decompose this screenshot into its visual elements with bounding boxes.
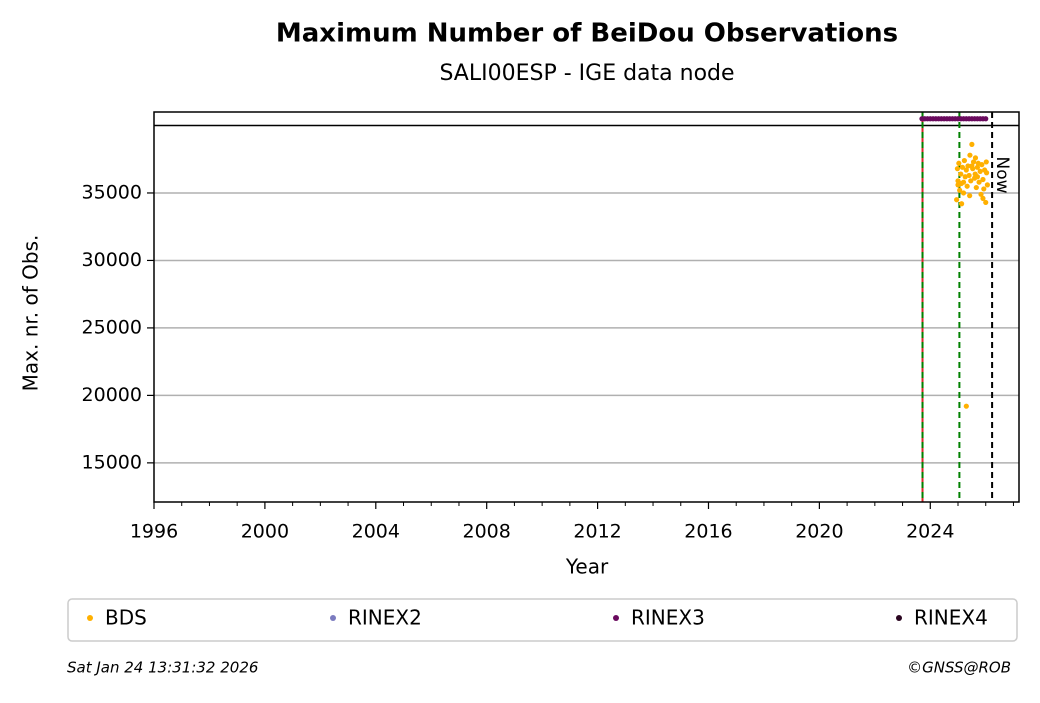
legend-marker xyxy=(613,615,619,621)
data-point xyxy=(983,116,989,122)
data-point xyxy=(978,191,984,197)
x-tick-label: 2020 xyxy=(795,521,843,543)
data-point xyxy=(969,141,975,147)
data-point xyxy=(959,201,965,207)
data-point xyxy=(954,166,961,172)
data-point xyxy=(968,178,974,184)
data-point xyxy=(959,164,966,170)
data-point xyxy=(972,155,979,161)
chart-subtitle: SALI00ESP - IGE data node xyxy=(439,61,734,86)
y-tick-label: 25000 xyxy=(82,316,142,338)
data-point xyxy=(961,157,967,164)
data-point xyxy=(965,163,971,169)
y-axis-label: Max. nr. of Obs. xyxy=(19,235,43,392)
data-point xyxy=(977,168,983,174)
legend-marker xyxy=(896,615,902,621)
data-point xyxy=(974,164,981,170)
data-point xyxy=(954,197,960,203)
data-point xyxy=(958,180,964,187)
x-tick-label: 1996 xyxy=(130,521,178,543)
data-point xyxy=(963,403,969,409)
data-point xyxy=(980,176,986,183)
event-label: Now xyxy=(992,156,1012,193)
y-tick-label: 30000 xyxy=(82,249,142,271)
legend-label: RINEX2 xyxy=(348,606,422,630)
data-point xyxy=(958,171,964,177)
x-tick-label: 2024 xyxy=(906,521,954,543)
data-point xyxy=(983,170,990,176)
data-point xyxy=(972,171,978,177)
legend-box xyxy=(67,598,1018,642)
data-point xyxy=(956,160,962,166)
y-tick-label: 35000 xyxy=(82,181,142,203)
data-point xyxy=(960,190,967,196)
y-tick-label: 15000 xyxy=(82,451,142,473)
x-tick-label: 2000 xyxy=(241,521,289,543)
plot-frame xyxy=(153,111,1020,503)
legend-label: BDS xyxy=(105,606,147,630)
data-point xyxy=(969,163,975,169)
legend-label: RINEX3 xyxy=(631,606,705,630)
data-point xyxy=(983,159,989,165)
data-point xyxy=(964,183,970,189)
legend-marker xyxy=(330,615,336,621)
y-tick-label: 20000 xyxy=(82,384,142,406)
data-point xyxy=(957,187,963,193)
data-point xyxy=(963,167,969,173)
data-point xyxy=(976,179,982,185)
legend-marker xyxy=(87,615,93,621)
x-tick-label: 2004 xyxy=(352,521,400,543)
x-tick-label: 2012 xyxy=(573,521,621,543)
credit: ©GNSS@ROB xyxy=(907,659,1011,677)
chart-title: Maximum Number of BeiDou Observations xyxy=(276,19,898,49)
data-point xyxy=(966,172,972,179)
data-point xyxy=(980,195,986,201)
data-point xyxy=(967,193,973,199)
data-point xyxy=(983,199,989,206)
legend-label: RINEX4 xyxy=(914,606,988,630)
data-point xyxy=(984,182,990,188)
x-tick-label: 2016 xyxy=(684,521,732,543)
data-point xyxy=(967,152,973,158)
x-axis-label: Year xyxy=(565,555,609,579)
data-point xyxy=(973,184,979,191)
x-tick-label: 2008 xyxy=(463,521,511,543)
data-point xyxy=(981,186,987,192)
timestamp: Sat Jan 24 13:31:32 2026 xyxy=(67,659,258,677)
data-point xyxy=(979,162,985,168)
data-point xyxy=(970,159,977,165)
